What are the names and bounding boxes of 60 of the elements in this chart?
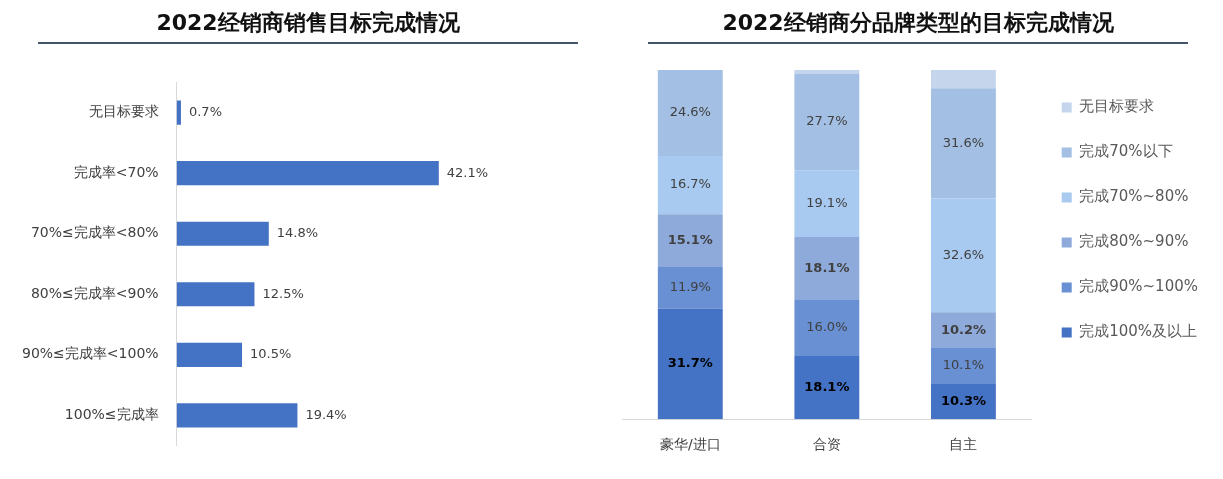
x-tick-label: 合资 [812,436,841,453]
data-label: 32.6% [942,246,985,262]
data-label: 31.6% [942,134,985,150]
y-tick-label: 无目标要求 [88,103,159,120]
bar [930,88,996,199]
data-label: 10.5% [250,346,292,362]
data-label: 42.1% [446,164,489,180]
bar [176,221,269,246]
data-label: 19.1% [806,194,848,210]
bar [176,161,439,186]
data-label: 10.1% [942,356,985,372]
y-tick-label: 90%≤完成率<100% [21,345,159,362]
bar [657,70,723,156]
data-label: 16.0% [806,319,848,335]
chart-title: 2022经销商销售目标完成情况 [38,8,578,44]
bar [794,356,860,420]
data-label: 19.4% [305,406,347,422]
bar [930,347,996,384]
data-label: 10.2% [940,321,986,337]
bar [176,100,181,125]
chart-title: 2022经销商分品牌类型的目标完成情况 [648,8,1188,44]
data-label: 31.7% [667,355,713,371]
data-label: 11.9% [669,279,711,295]
bar [794,73,860,171]
legend-label: 无目标要求 [1079,97,1155,116]
bar [176,342,242,367]
data-label: 12.5% [262,285,304,301]
y-tick-label: 70%≤完成率<80% [30,224,159,241]
y-tick-label: 100%≤完成率 [64,405,159,422]
bar [657,214,723,267]
data-label: 27.7% [806,113,848,129]
bar [176,282,255,307]
x-tick-label: 自主 [949,436,978,453]
bar [657,155,723,215]
data-label: 14.8% [276,225,319,241]
data-label: 0.7% [188,104,222,120]
bar [176,403,298,428]
bar [794,300,860,356]
data-label: 10.3% [940,392,986,408]
data-label: 16.7% [669,176,711,192]
legend-label: 完成90%~100% [1079,277,1199,296]
legend-label: 完成70%以下 [1079,142,1173,161]
legend-label: 完成70%~80% [1079,187,1189,206]
bar [657,308,723,420]
data-label: 18.1% [804,378,850,394]
bar [930,70,996,89]
legend-label: 完成100%及以上 [1079,322,1198,341]
bar [794,236,860,301]
bar [930,383,996,420]
bar [930,198,996,313]
y-tick-label: 完成率<70% [73,163,159,180]
data-label: 18.1% [804,259,850,275]
data-label: 24.6% [669,104,711,120]
bar [794,170,860,237]
y-tick-label: 80%≤完成率<90% [30,284,159,301]
data-label: 15.1% [667,231,713,247]
bar [930,312,996,348]
legend-label: 完成80%~90% [1079,232,1189,251]
bar [657,266,723,309]
x-tick-label: 豪华/进口 [659,436,721,453]
